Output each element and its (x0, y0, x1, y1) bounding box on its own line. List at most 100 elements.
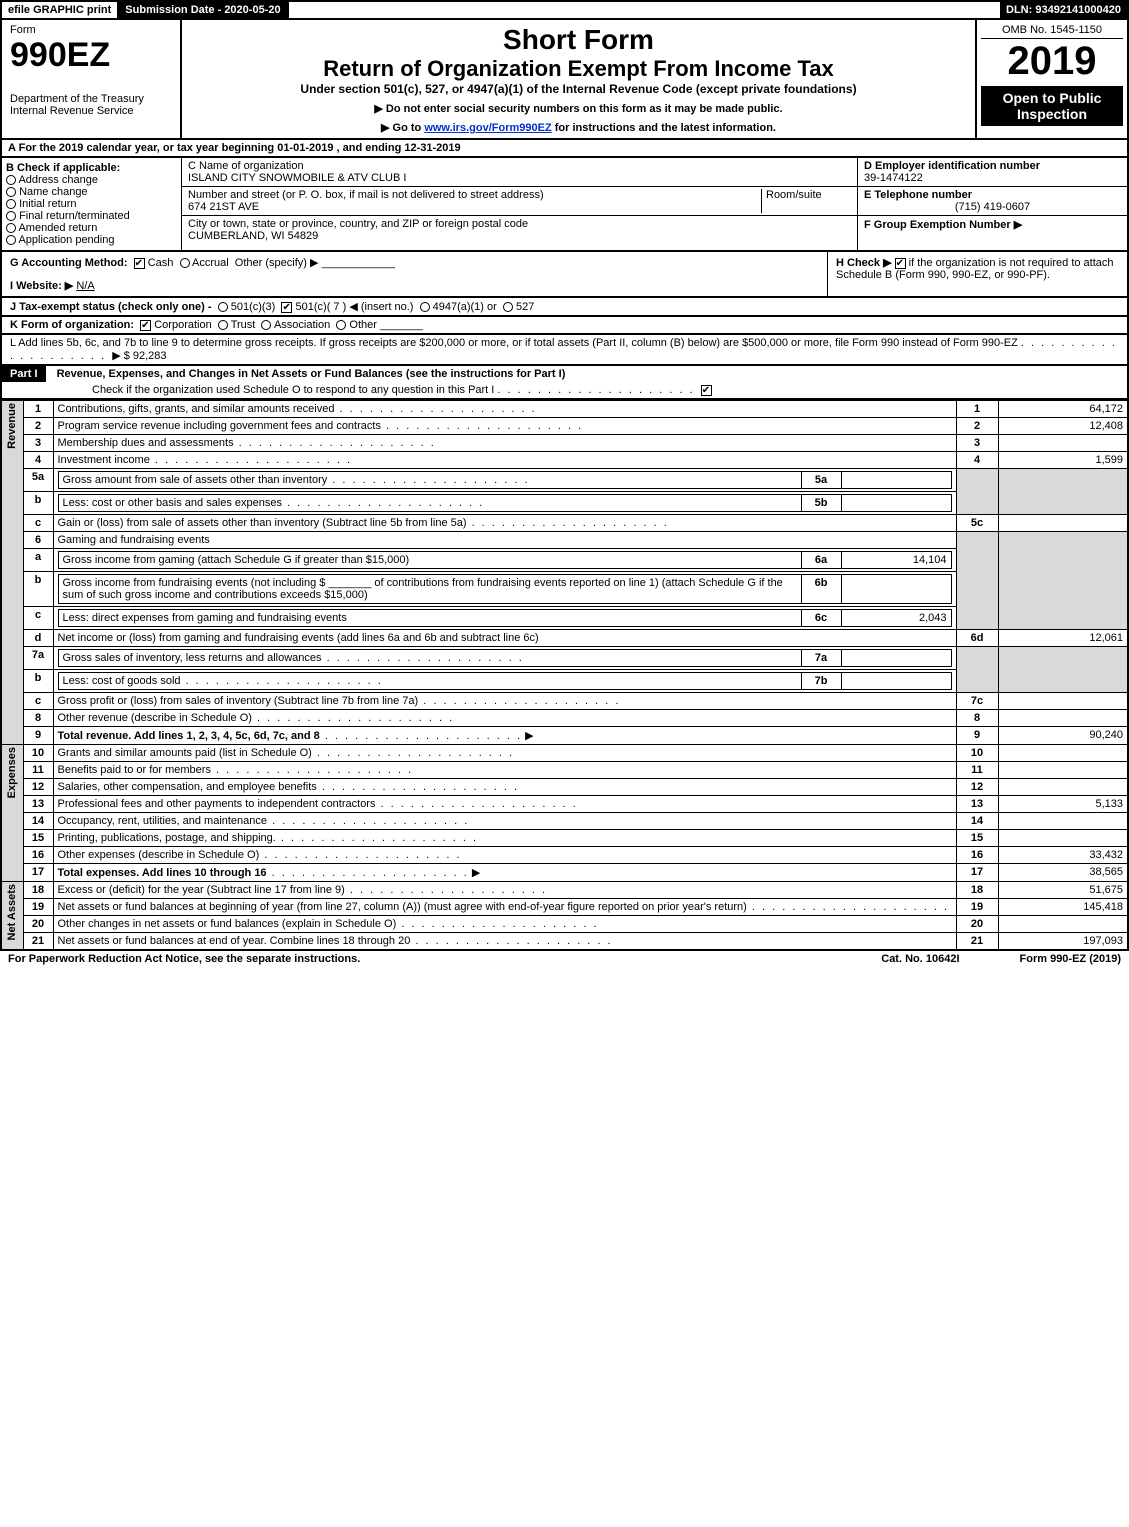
k-assoc-label: Association (274, 319, 330, 331)
j-501c[interactable] (281, 302, 292, 313)
l7-shade-amt (998, 647, 1128, 693)
chk-accrual[interactable] (180, 258, 190, 268)
irs-link[interactable]: www.irs.gov/Form990EZ (424, 122, 551, 134)
l6b-subamt (841, 575, 951, 604)
chk-final-label: Final return/terminated (19, 210, 130, 222)
l6d-amt: 12,061 (998, 630, 1128, 647)
l18-amt: 51,675 (998, 882, 1128, 899)
chk-final[interactable]: Final return/terminated (6, 210, 177, 222)
l5b-sublab: 5b (801, 495, 841, 512)
k-corp[interactable] (140, 320, 151, 331)
efile-label[interactable]: efile GRAPHIC print (2, 2, 119, 18)
l1-dots (334, 403, 536, 415)
l3-num: 3 (23, 435, 53, 452)
main-title: Return of Organization Exempt From Incom… (190, 56, 967, 82)
l14-col: 14 (956, 813, 998, 830)
j-527[interactable] (503, 302, 513, 312)
part1-check-row: Check if the organization used Schedule … (2, 382, 1127, 398)
chk-name-label: Name change (19, 186, 88, 198)
j-b-label: 501(c)( 7 ) ◀ (insert no.) (296, 301, 414, 313)
chk-initial[interactable]: Initial return (6, 198, 177, 210)
part1-checkbox[interactable] (701, 385, 712, 396)
j-c-label: 4947(a)(1) or (433, 301, 497, 313)
k-other-label: Other (349, 319, 377, 331)
k-other[interactable] (336, 320, 346, 330)
l12-dots (317, 781, 519, 793)
line-15: 15Printing, publications, postage, and s… (1, 830, 1128, 847)
l5c-desc: Gain or (loss) from sale of assets other… (58, 517, 467, 529)
revenue-sidelabel: Revenue (6, 403, 18, 449)
l2-num: 2 (23, 418, 53, 435)
l6-num: 6 (23, 532, 53, 549)
header-left: Form 990EZ Department of the Treasury In… (2, 20, 182, 138)
l6b-sublab: 6b (801, 575, 841, 604)
l1-amt: 64,172 (998, 401, 1128, 418)
line-16: 16Other expenses (describe in Schedule O… (1, 847, 1128, 864)
l18-dots (345, 884, 547, 896)
l5c-col: 5c (956, 515, 998, 532)
e-phone-label: E Telephone number (864, 189, 1121, 201)
line-9: 9 Total revenue. Add lines 1, 2, 3, 4, 5… (1, 727, 1128, 745)
line-6: 6 Gaming and fundraising events (1, 532, 1128, 549)
dln-label: DLN: 93492141000420 (1000, 2, 1127, 18)
l10-dots (312, 747, 514, 759)
line-8: 8 Other revenue (describe in Schedule O)… (1, 710, 1128, 727)
j-4947[interactable] (420, 302, 430, 312)
l14-desc: Occupancy, rent, utilities, and maintena… (58, 815, 268, 827)
l16-col: 16 (956, 847, 998, 864)
form-header: Form 990EZ Department of the Treasury In… (0, 20, 1129, 140)
k-assoc[interactable] (261, 320, 271, 330)
chk-app[interactable]: Application pending (6, 234, 177, 246)
l5-shade-col (956, 469, 998, 515)
chk-name[interactable]: Name change (6, 186, 177, 198)
chk-amended[interactable]: Amended return (6, 222, 177, 234)
k-trust[interactable] (218, 320, 228, 330)
i-value: N/A (76, 280, 94, 292)
i-label: I Website: ▶ (10, 280, 73, 292)
l6d-num: d (23, 630, 53, 647)
l9-dots (320, 730, 522, 742)
l4-desc: Investment income (58, 454, 150, 466)
b-header: B Check if applicable: (6, 162, 177, 174)
line-5a: 5a Gross amount from sale of assets othe… (1, 469, 1128, 492)
part1-dots (497, 384, 694, 396)
row-k: K Form of organization: Corporation Trus… (0, 317, 1129, 335)
chk-address[interactable]: Address change (6, 174, 177, 186)
chk-cash[interactable] (134, 258, 145, 269)
l15-col: 15 (956, 830, 998, 847)
l16-amt: 33,432 (998, 847, 1128, 864)
footer-mid: Cat. No. 10642I (881, 953, 959, 965)
e-phone-value: (715) 419-0607 (864, 201, 1121, 213)
l7c-num: c (23, 693, 53, 710)
l8-desc: Other revenue (describe in Schedule O) (58, 712, 252, 724)
l13-amt: 5,133 (998, 796, 1128, 813)
l11-num: 11 (23, 762, 53, 779)
line-13: 13Professional fees and other payments t… (1, 796, 1128, 813)
l19-num: 19 (23, 899, 53, 916)
line-4: 4 Investment income 4 1,599 (1, 452, 1128, 469)
l5a-num: 5a (23, 469, 53, 492)
chk-h[interactable] (895, 258, 906, 269)
l7c-dots (418, 695, 620, 707)
l18-num: 18 (23, 882, 53, 899)
l20-desc: Other changes in net assets or fund bala… (58, 918, 397, 930)
l9-desc: Total revenue. Add lines 1, 2, 3, 4, 5c,… (58, 730, 320, 742)
chk-amended-label: Amended return (18, 222, 97, 234)
c-street: Number and street (or P. O. box, if mail… (188, 189, 761, 213)
l6a-subamt: 14,104 (841, 552, 951, 569)
l20-num: 20 (23, 916, 53, 933)
l19-desc: Net assets or fund balances at beginning… (58, 901, 747, 913)
line-5c: c Gain or (loss) from sale of assets oth… (1, 515, 1128, 532)
header-right: OMB No. 1545-1150 2019 Open to Public In… (977, 20, 1127, 138)
lines-table: Revenue 1 Contributions, gifts, grants, … (0, 400, 1129, 951)
g-accounting: G Accounting Method: Cash Accrual Other … (10, 256, 819, 269)
part1-title: Revenue, Expenses, and Changes in Net As… (49, 366, 574, 382)
j-501c3[interactable] (218, 302, 228, 312)
line-1: Revenue 1 Contributions, gifts, grants, … (1, 401, 1128, 418)
j-a-label: 501(c)(3) (231, 301, 276, 313)
form-word: Form (10, 24, 172, 36)
chk-address-label: Address change (18, 174, 98, 186)
l15-num: 15 (23, 830, 53, 847)
l7a-dots (322, 652, 524, 664)
l5b-dots (282, 497, 484, 509)
